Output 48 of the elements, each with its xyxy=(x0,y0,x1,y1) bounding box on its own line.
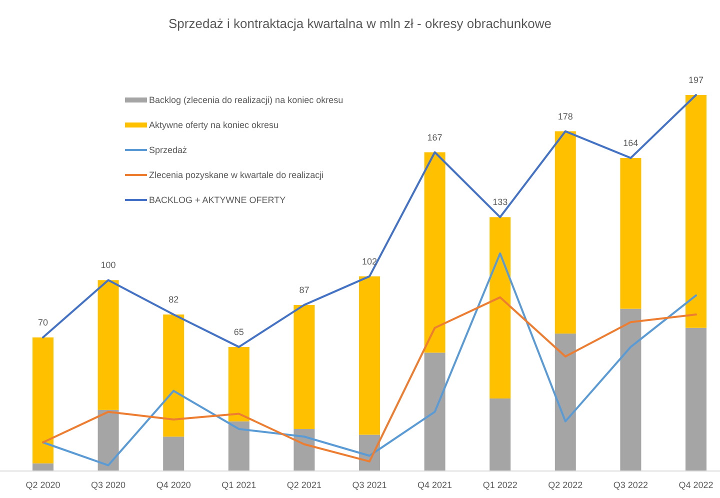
data-label: 167 xyxy=(427,132,442,142)
bar xyxy=(163,314,184,437)
legend-label: Backlog (zlecenia do realizacji) na koniec okresu xyxy=(149,95,344,105)
data-label: 65 xyxy=(234,326,244,337)
data-label: 82 xyxy=(168,294,179,304)
bar xyxy=(490,398,511,471)
legend-label: Aktywne oferty na koniec okresu xyxy=(149,120,279,130)
legend-label: Sprzedaż xyxy=(149,145,188,155)
text: Sprzedaż i kontraktacja kwartalna w mln zł - okresy obrachunkowe xyxy=(168,16,552,31)
bar xyxy=(686,95,706,328)
data-label: 164 xyxy=(623,138,638,148)
x-tick-label: Q3 2022 xyxy=(613,480,648,490)
legend-label: Zlecenia pozyskane w kwartale do realizacji xyxy=(149,170,324,180)
bar xyxy=(228,346,250,422)
x-tick-label: Q1 2022 xyxy=(482,480,518,490)
x-tick-label: Q2 2021 xyxy=(286,480,322,490)
bar xyxy=(490,217,511,398)
data-label: 178 xyxy=(558,111,573,122)
bar xyxy=(554,131,576,334)
bar xyxy=(98,280,119,410)
bar xyxy=(98,410,119,471)
bar xyxy=(620,158,642,309)
bar xyxy=(620,308,642,471)
data-label: 70 xyxy=(38,317,48,328)
data-label: 133 xyxy=(492,197,508,208)
x-tick-label: Q4 2022 xyxy=(678,480,714,490)
data-label: 197 xyxy=(688,75,704,85)
bar xyxy=(424,152,446,353)
x-tick-label: Q3 2020 xyxy=(91,480,126,490)
bar xyxy=(359,276,380,435)
x-tick-label: Q4 2020 xyxy=(156,480,191,490)
bar xyxy=(228,421,250,471)
data-label: 100 xyxy=(100,260,116,270)
bar xyxy=(32,463,54,471)
bar xyxy=(32,337,54,464)
x-tick-label: Q2 2020 xyxy=(26,480,60,490)
bar xyxy=(424,352,446,471)
bar xyxy=(554,334,576,471)
x-tick-label: Q4 2021 xyxy=(418,480,452,490)
bar xyxy=(294,304,315,430)
bar xyxy=(163,436,184,471)
x-tick-label: Q1 2021 xyxy=(222,480,256,490)
data-label: 87 xyxy=(299,284,310,295)
bar xyxy=(686,328,706,471)
x-tick-label: Q3 2021 xyxy=(352,480,387,490)
legend-label: BACKLOG + AKTYWNE OFERTY xyxy=(149,195,286,205)
data-label: 102 xyxy=(362,256,378,266)
x-tick-label: Q2 2022 xyxy=(548,480,583,490)
